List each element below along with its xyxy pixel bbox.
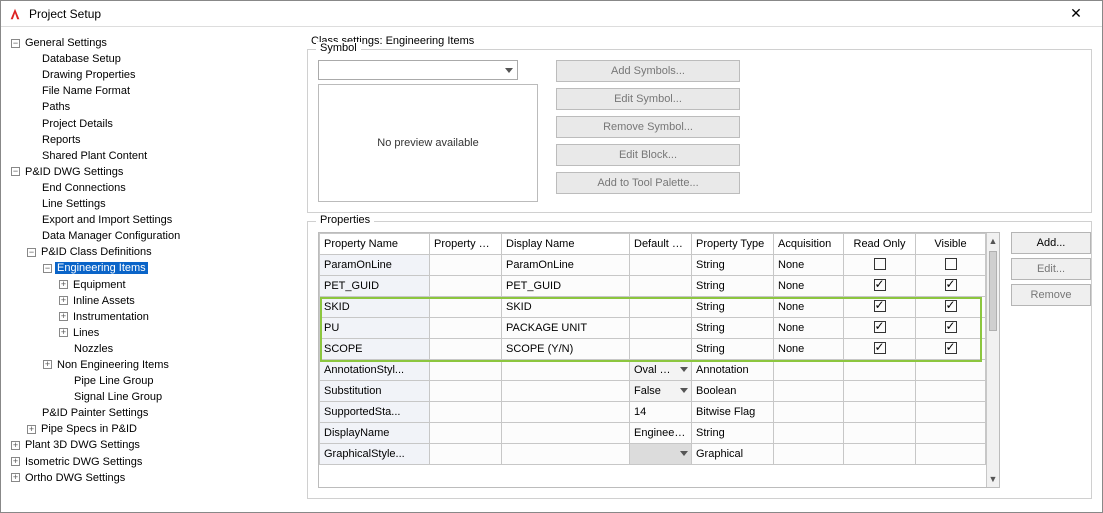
class-settings-heading: Class settings: Engineering Items bbox=[311, 35, 1092, 47]
tree-item-non-engineering-items[interactable]: Non Engineering Items bbox=[55, 359, 171, 371]
tree-item-file-name-format[interactable]: File Name Format bbox=[40, 85, 132, 97]
col-read-only[interactable]: Read Only bbox=[844, 234, 916, 255]
table-row[interactable]: SKIDSKIDStringNone bbox=[320, 297, 986, 318]
col-acquisition[interactable]: Acquisition bbox=[774, 234, 844, 255]
tree-item-nozzles[interactable]: Nozzles bbox=[72, 343, 115, 355]
tree-item-paths[interactable]: Paths bbox=[40, 101, 72, 113]
tree-item-engineering-items[interactable]: Engineering Items bbox=[55, 262, 148, 274]
visible-checkbox[interactable] bbox=[945, 321, 957, 333]
tree-item-isometric-dwg-settings[interactable]: Isometric DWG Settings bbox=[23, 456, 144, 468]
readonly-checkbox[interactable] bbox=[874, 342, 886, 354]
expand-icon[interactable] bbox=[11, 167, 20, 176]
collapse-icon[interactable] bbox=[11, 457, 20, 466]
tree-item-pid-class-definitions[interactable]: P&ID Class Definitions bbox=[39, 246, 154, 258]
edit-block-button[interactable]: Edit Block... bbox=[556, 144, 740, 166]
collapse-icon[interactable] bbox=[11, 473, 20, 482]
col-default-value[interactable]: Default Value bbox=[630, 234, 692, 255]
col-visible[interactable]: Visible bbox=[916, 234, 986, 255]
tree-item-export-import-settings[interactable]: Export and Import Settings bbox=[40, 214, 174, 226]
tree-item-data-manager-config[interactable]: Data Manager Configuration bbox=[40, 230, 182, 242]
collapse-icon[interactable] bbox=[27, 425, 36, 434]
edit-symbol-button[interactable]: Edit Symbol... bbox=[556, 88, 740, 110]
tree-item-general-settings[interactable]: General Settings bbox=[23, 37, 109, 49]
collapse-icon[interactable] bbox=[11, 441, 20, 450]
readonly-checkbox[interactable] bbox=[874, 258, 886, 270]
add-to-tool-palette-button[interactable]: Add to Tool Palette... bbox=[556, 172, 740, 194]
col-property-type[interactable]: Property Type bbox=[692, 234, 774, 255]
visible-checkbox[interactable] bbox=[945, 258, 957, 270]
readonly-checkbox[interactable] bbox=[874, 279, 886, 291]
symbol-preview: No preview available bbox=[318, 84, 538, 202]
collapse-icon[interactable] bbox=[59, 280, 68, 289]
nav-tree: General Settings Database Setup Drawing … bbox=[1, 27, 301, 512]
table-row[interactable]: PUPACKAGE UNITStringNone bbox=[320, 318, 986, 339]
collapse-icon[interactable] bbox=[59, 312, 68, 321]
tree-item-ortho-dwg-settings[interactable]: Ortho DWG Settings bbox=[23, 472, 127, 484]
grid-scrollbar[interactable]: ▲ ▼ bbox=[986, 233, 999, 487]
window-title: Project Setup bbox=[29, 7, 1056, 21]
properties-grid-container: Property Name Property Description Displ… bbox=[318, 232, 1000, 488]
table-row[interactable]: DisplayNameEngineering I...String bbox=[320, 423, 986, 444]
title-bar: Project Setup ✕ bbox=[1, 1, 1102, 27]
expand-icon[interactable] bbox=[11, 39, 20, 48]
properties-group: Properties Property Name Property Descri… bbox=[307, 221, 1092, 499]
scroll-thumb[interactable] bbox=[989, 251, 997, 331]
table-row[interactable]: PET_GUIDPET_GUIDStringNone bbox=[320, 276, 986, 297]
tree-item-inline-assets[interactable]: Inline Assets bbox=[71, 295, 137, 307]
tree-item-shared-plant-content[interactable]: Shared Plant Content bbox=[40, 150, 149, 162]
collapse-icon[interactable] bbox=[59, 296, 68, 305]
tree-item-plant3d-dwg-settings[interactable]: Plant 3D DWG Settings bbox=[23, 439, 142, 451]
tree-item-drawing-properties[interactable]: Drawing Properties bbox=[40, 69, 138, 81]
symbol-dropdown[interactable] bbox=[318, 60, 518, 80]
scroll-up-icon[interactable]: ▲ bbox=[987, 233, 999, 249]
tree-item-equipment[interactable]: Equipment bbox=[71, 279, 128, 291]
tree-item-pid-dwg-settings[interactable]: P&ID DWG Settings bbox=[23, 166, 125, 178]
readonly-checkbox[interactable] bbox=[874, 321, 886, 333]
add-property-button[interactable]: Add... bbox=[1011, 232, 1091, 254]
add-symbols-button[interactable]: Add Symbols... bbox=[556, 60, 740, 82]
table-row[interactable]: SubstitutionFalseBoolean bbox=[320, 381, 986, 402]
tree-item-pid-painter-settings[interactable]: P&ID Painter Settings bbox=[40, 407, 150, 419]
tree-item-pipe-specs-pid[interactable]: Pipe Specs in P&ID bbox=[39, 423, 139, 435]
collapse-icon[interactable] bbox=[43, 360, 52, 369]
table-row[interactable]: SCOPESCOPE (Y/N)StringNone bbox=[320, 339, 986, 360]
col-property-name[interactable]: Property Name bbox=[320, 234, 430, 255]
visible-checkbox[interactable] bbox=[945, 342, 957, 354]
properties-grid[interactable]: Property Name Property Description Displ… bbox=[319, 233, 986, 487]
collapse-icon[interactable] bbox=[59, 328, 68, 337]
expand-icon[interactable] bbox=[43, 264, 52, 273]
tree-item-end-connections[interactable]: End Connections bbox=[40, 182, 128, 194]
properties-legend: Properties bbox=[316, 214, 374, 226]
content-pane: Class settings: Engineering Items Symbol… bbox=[301, 27, 1102, 512]
close-button[interactable]: ✕ bbox=[1056, 2, 1096, 26]
table-row[interactable]: GraphicalStyle...Graphical bbox=[320, 444, 986, 465]
edit-property-button[interactable]: Edit... bbox=[1011, 258, 1091, 280]
tree-item-instrumentation[interactable]: Instrumentation bbox=[71, 311, 151, 323]
visible-checkbox[interactable] bbox=[945, 279, 957, 291]
symbol-group: Symbol No preview available Add Symbols.… bbox=[307, 49, 1092, 213]
tree-item-pipe-line-group[interactable]: Pipe Line Group bbox=[72, 375, 156, 387]
visible-checkbox[interactable] bbox=[945, 300, 957, 312]
tree-item-project-details[interactable]: Project Details bbox=[40, 118, 115, 130]
expand-icon[interactable] bbox=[27, 248, 36, 257]
table-row[interactable]: ParamOnLineParamOnLineStringNone bbox=[320, 255, 986, 276]
table-row[interactable]: SupportedSta...14Bitwise Flag bbox=[320, 402, 986, 423]
scroll-down-icon[interactable]: ▼ bbox=[987, 471, 999, 487]
tree-item-reports[interactable]: Reports bbox=[40, 134, 83, 146]
app-logo-icon bbox=[7, 6, 23, 22]
tree-item-signal-line-group[interactable]: Signal Line Group bbox=[72, 391, 164, 403]
remove-symbol-button[interactable]: Remove Symbol... bbox=[556, 116, 740, 138]
col-display-name[interactable]: Display Name bbox=[502, 234, 630, 255]
tree-item-lines[interactable]: Lines bbox=[71, 327, 101, 339]
tree-item-database-setup[interactable]: Database Setup bbox=[40, 53, 123, 65]
remove-property-button[interactable]: Remove bbox=[1011, 284, 1091, 306]
tree-item-line-settings[interactable]: Line Settings bbox=[40, 198, 108, 210]
table-row[interactable]: AnnotationStyl...Oval Tag...Annotation bbox=[320, 360, 986, 381]
symbol-legend: Symbol bbox=[316, 42, 361, 54]
col-property-description[interactable]: Property Description bbox=[430, 234, 502, 255]
readonly-checkbox[interactable] bbox=[874, 300, 886, 312]
